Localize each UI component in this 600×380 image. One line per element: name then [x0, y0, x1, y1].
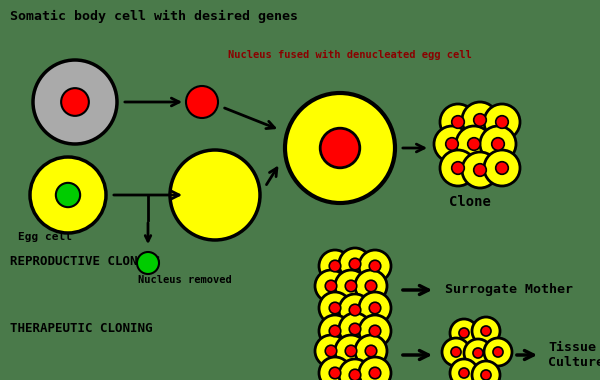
- Circle shape: [369, 367, 381, 379]
- Circle shape: [315, 335, 347, 367]
- Circle shape: [369, 260, 381, 272]
- Text: Somatic body cell with desired genes: Somatic body cell with desired genes: [10, 10, 298, 23]
- Circle shape: [452, 162, 464, 174]
- Circle shape: [137, 252, 159, 274]
- Circle shape: [349, 258, 361, 270]
- Circle shape: [285, 93, 395, 203]
- Circle shape: [355, 335, 387, 367]
- Circle shape: [329, 325, 341, 337]
- Circle shape: [349, 323, 361, 335]
- Circle shape: [450, 319, 478, 347]
- Circle shape: [365, 280, 377, 292]
- Circle shape: [464, 339, 492, 367]
- Text: THERAPEUTIC CLONING: THERAPEUTIC CLONING: [10, 322, 152, 335]
- Circle shape: [335, 270, 367, 302]
- Circle shape: [459, 368, 469, 378]
- Circle shape: [484, 104, 520, 140]
- Circle shape: [359, 292, 391, 324]
- Text: Clone: Clone: [449, 195, 491, 209]
- Circle shape: [170, 150, 260, 240]
- Text: Egg cell: Egg cell: [18, 232, 72, 242]
- Circle shape: [56, 183, 80, 207]
- Circle shape: [472, 317, 500, 345]
- Circle shape: [474, 164, 487, 176]
- Circle shape: [319, 315, 351, 347]
- Circle shape: [440, 150, 476, 186]
- Circle shape: [320, 128, 360, 168]
- Text: Surrogate Mother: Surrogate Mother: [445, 283, 573, 296]
- Circle shape: [359, 315, 391, 347]
- Circle shape: [365, 345, 377, 357]
- Circle shape: [442, 338, 470, 366]
- Circle shape: [335, 335, 367, 367]
- Circle shape: [369, 325, 381, 337]
- Circle shape: [355, 270, 387, 302]
- Circle shape: [329, 260, 341, 272]
- Circle shape: [345, 345, 357, 357]
- Circle shape: [345, 280, 357, 292]
- Circle shape: [484, 338, 512, 366]
- Circle shape: [450, 359, 478, 380]
- Text: Nucleus removed: Nucleus removed: [138, 275, 232, 285]
- Circle shape: [451, 347, 461, 357]
- Circle shape: [359, 357, 391, 380]
- Circle shape: [480, 126, 516, 162]
- Circle shape: [325, 280, 337, 292]
- Circle shape: [186, 86, 218, 118]
- Circle shape: [456, 126, 492, 162]
- Circle shape: [472, 361, 500, 380]
- Circle shape: [452, 116, 464, 128]
- Circle shape: [359, 250, 391, 282]
- Circle shape: [481, 370, 491, 380]
- Circle shape: [325, 345, 337, 357]
- Circle shape: [434, 126, 470, 162]
- Circle shape: [496, 162, 508, 174]
- Circle shape: [484, 150, 520, 186]
- Circle shape: [33, 60, 117, 144]
- Circle shape: [329, 367, 341, 379]
- Circle shape: [61, 88, 89, 116]
- Circle shape: [493, 347, 503, 357]
- Text: REPRODUCTIVE CLONING: REPRODUCTIVE CLONING: [10, 255, 160, 268]
- Circle shape: [315, 270, 347, 302]
- Circle shape: [473, 348, 483, 358]
- Circle shape: [459, 328, 469, 338]
- Circle shape: [462, 102, 498, 138]
- Circle shape: [349, 369, 361, 380]
- Circle shape: [496, 116, 508, 128]
- Circle shape: [339, 294, 371, 326]
- Circle shape: [319, 292, 351, 324]
- Circle shape: [339, 359, 371, 380]
- Circle shape: [329, 302, 341, 314]
- Circle shape: [319, 250, 351, 282]
- Circle shape: [349, 304, 361, 316]
- Circle shape: [440, 104, 476, 140]
- Circle shape: [339, 248, 371, 280]
- Circle shape: [474, 114, 487, 126]
- Circle shape: [339, 313, 371, 345]
- Circle shape: [446, 138, 458, 150]
- Circle shape: [319, 357, 351, 380]
- Circle shape: [462, 152, 498, 188]
- Text: Tissue
Culture: Tissue Culture: [548, 341, 600, 369]
- Circle shape: [30, 157, 106, 233]
- Circle shape: [492, 138, 504, 150]
- Text: Nucleus fused with denucleated egg cell: Nucleus fused with denucleated egg cell: [228, 50, 472, 60]
- Circle shape: [369, 302, 381, 314]
- Circle shape: [468, 138, 481, 150]
- Circle shape: [481, 326, 491, 336]
